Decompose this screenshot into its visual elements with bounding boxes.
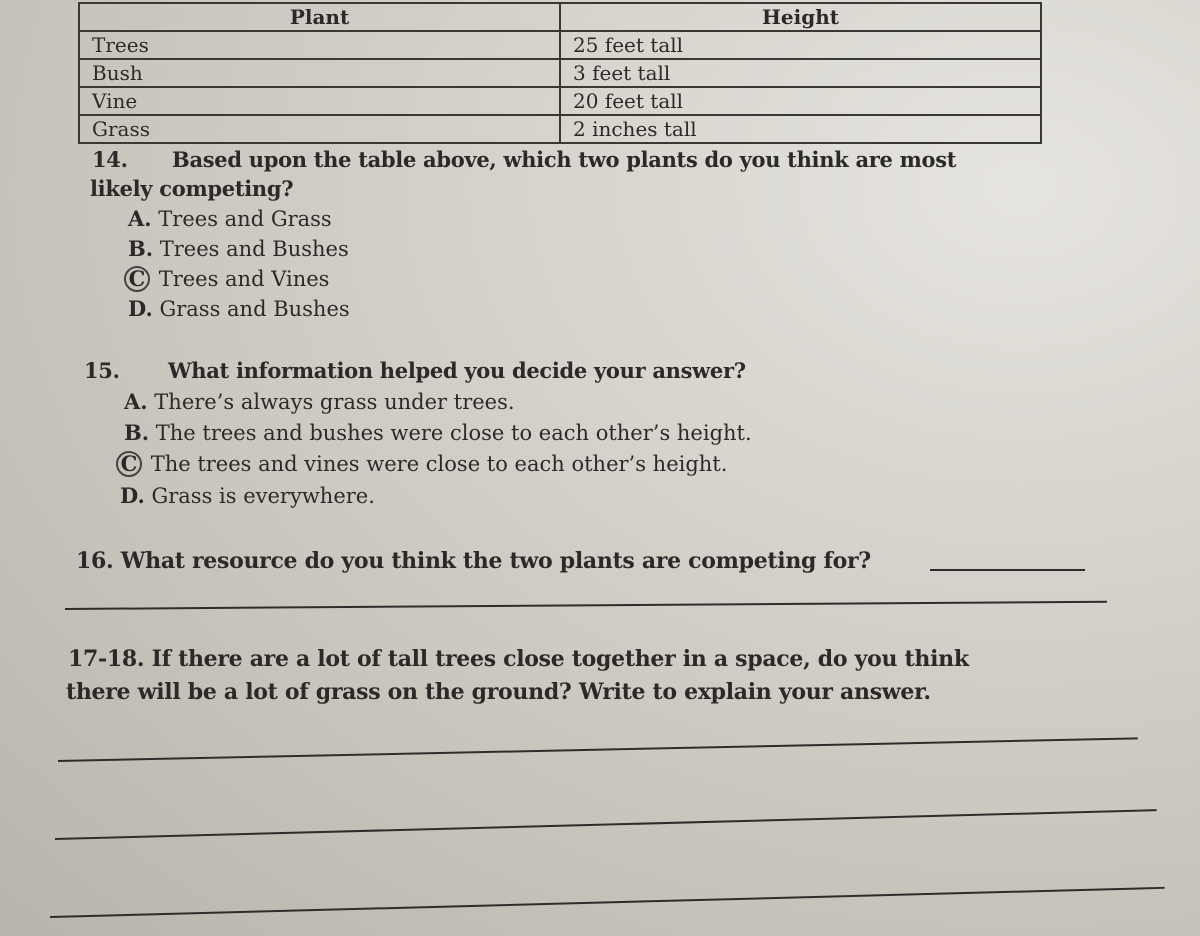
circled-answer: C — [116, 451, 142, 477]
q14-option-a: A. Trees and Grass — [128, 206, 332, 231]
answer-line[interactable] — [49, 886, 1165, 918]
q17-text: 17-18. If there are a lot of tall trees … — [68, 646, 969, 672]
q15-option-b: B. The trees and bushes were close to ea… — [124, 420, 752, 445]
height-cell: 2 inches tall — [559, 114, 1042, 144]
q14-number: 14. — [92, 147, 128, 172]
q15-number: 15. — [84, 358, 120, 383]
table-row: Vine 20 feet tall — [78, 86, 1042, 116]
plant-height-table: Plant Height Trees 25 feet tall Bush 3 fee… — [78, 2, 1042, 144]
option-text: There’s always grass under trees. — [154, 390, 515, 414]
plant-cell: Trees — [78, 30, 561, 60]
q15-option-d: D. Grass is everywhere. — [120, 483, 375, 508]
column-header: Height — [559, 2, 1042, 32]
plant-cell: Vine — [78, 86, 561, 116]
height-cell: 25 feet tall — [559, 30, 1042, 60]
plant-cell: Grass — [78, 114, 561, 144]
option-letter: B. — [128, 236, 154, 261]
q14-option-b: B. Trees and Bushes — [128, 236, 349, 261]
option-text: Grass is everywhere. — [151, 484, 375, 508]
option-letter: D. — [128, 296, 153, 321]
q16-text: 16. What resource do you think the two p… — [76, 548, 871, 574]
answer-line[interactable] — [54, 809, 1157, 840]
q14-text-cont: likely competing? — [90, 176, 294, 201]
q17-text-cont: there will be a lot of grass on the grou… — [66, 679, 931, 705]
height-cell: 3 feet tall — [559, 58, 1042, 88]
q14-text: Based upon the table above, which two pl… — [172, 147, 957, 172]
option-text: The trees and bushes were close to each … — [155, 421, 752, 445]
table-row: Grass 2 inches tall — [78, 114, 1042, 144]
column-header: Plant — [78, 2, 561, 32]
circled-answer: C — [124, 266, 150, 292]
option-letter: D. — [120, 483, 145, 508]
q15-option-a: A. There’s always grass under trees. — [124, 389, 515, 414]
option-text: The trees and vines were close to each o… — [150, 452, 728, 476]
q15-text: What information helped you decide your … — [168, 358, 746, 383]
option-text: Trees and Bushes — [159, 237, 349, 261]
q14-option-c: C Trees and Vines — [124, 266, 330, 292]
option-text: Trees and Grass — [158, 207, 332, 231]
height-cell: 20 feet tall — [559, 86, 1042, 116]
answer-line[interactable] — [930, 569, 1085, 571]
option-text: Grass and Bushes — [159, 297, 350, 321]
plant-cell: Bush — [78, 58, 561, 88]
q14-option-d: D. Grass and Bushes — [128, 296, 350, 321]
option-letter: B. — [124, 420, 150, 445]
option-text: Trees and Vines — [158, 267, 330, 291]
option-letter: A. — [128, 206, 152, 231]
answer-line[interactable] — [64, 600, 1107, 610]
table-row: Bush 3 feet tall — [78, 58, 1042, 88]
q15-option-c: C The trees and vines were close to each… — [116, 451, 728, 477]
answer-line[interactable] — [57, 737, 1138, 762]
table-header-row: Plant Height — [78, 2, 1042, 32]
table-row: Trees 25 feet tall — [78, 30, 1042, 60]
option-letter: A. — [124, 389, 148, 414]
